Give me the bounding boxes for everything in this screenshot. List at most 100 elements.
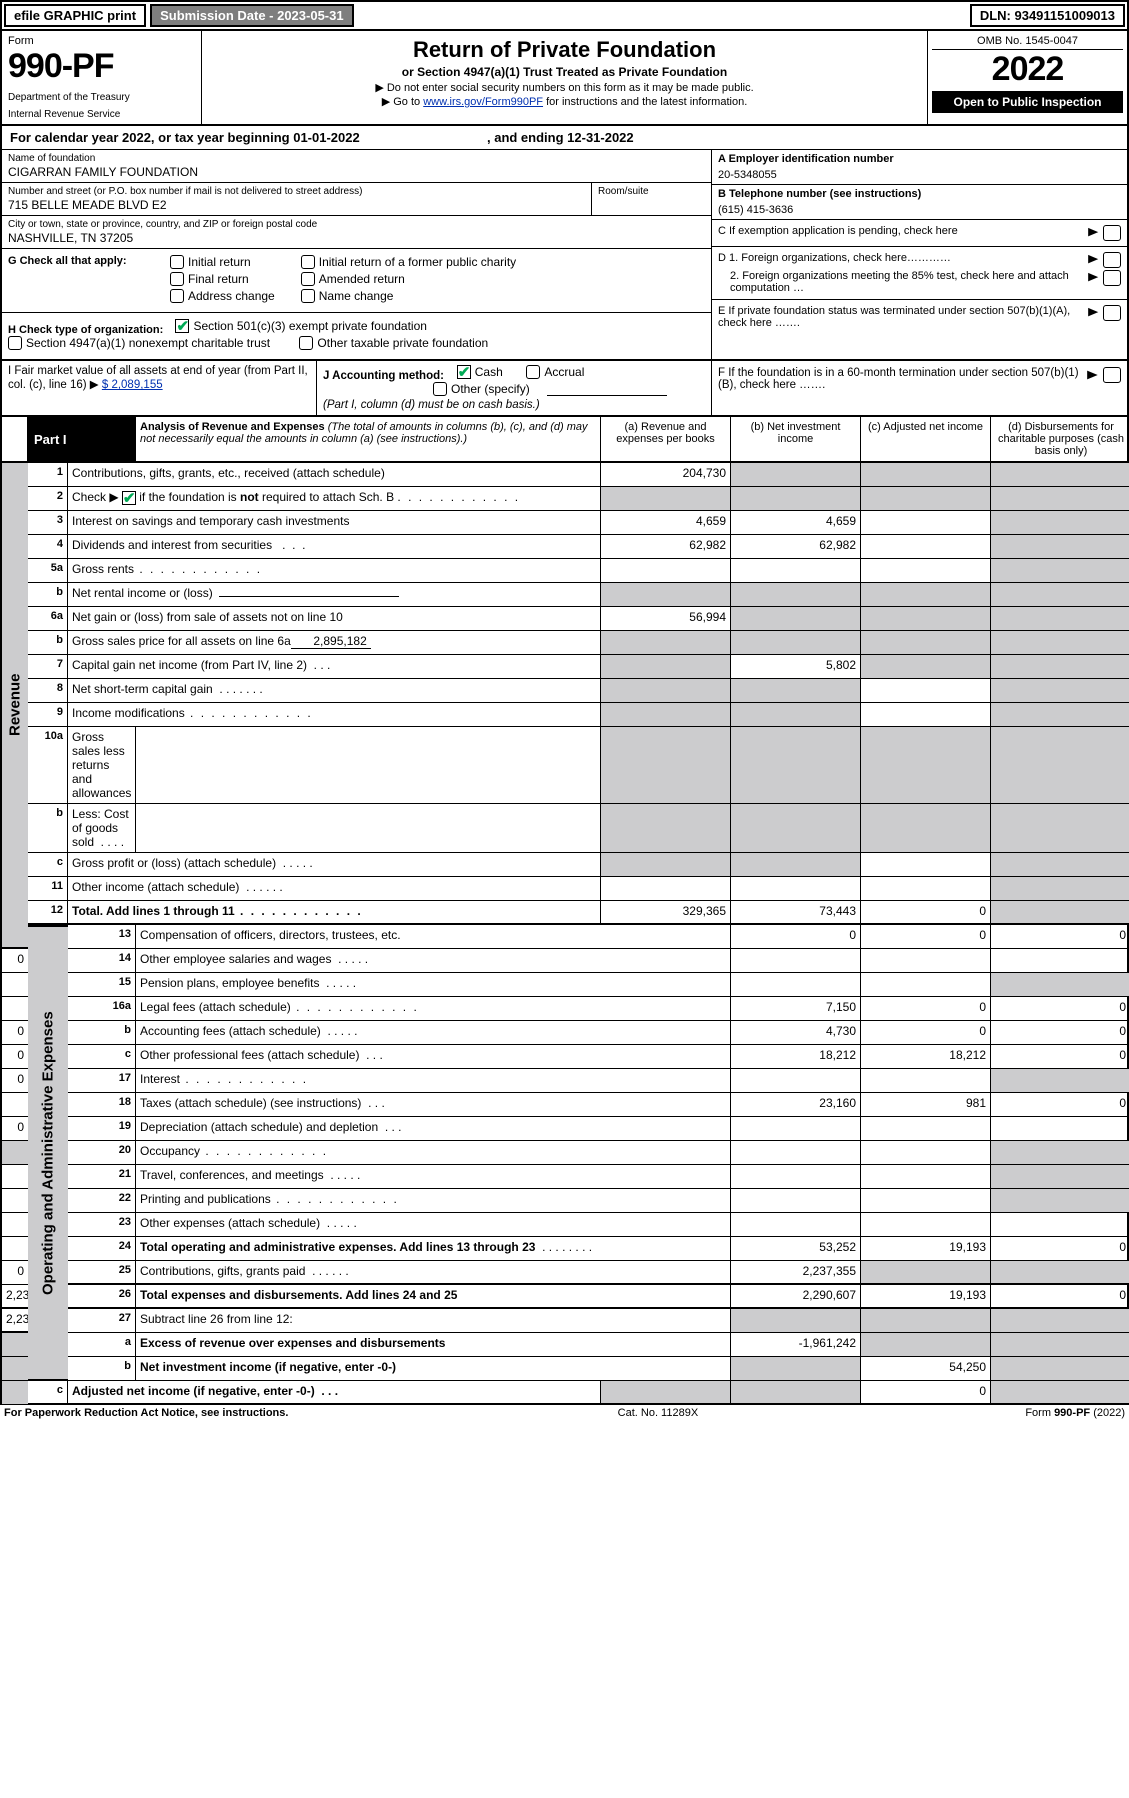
dln-box: DLN: 93491151009013 [970, 4, 1125, 27]
form-header: Form 990-PF Department of the Treasury I… [0, 31, 1129, 126]
part1-header: Part I Analysis of Revenue and Expenses … [0, 417, 1129, 463]
i-value[interactable]: $ 2,089,155 [102, 379, 163, 391]
chk-other-tax[interactable] [299, 336, 313, 350]
ijf-section: I Fair market value of all assets at end… [0, 361, 1129, 417]
r3-d: Interest on savings and temporary cash i… [68, 511, 601, 535]
chk-amended[interactable] [301, 272, 315, 286]
irs-link[interactable]: www.irs.gov/Form990PF [423, 96, 543, 108]
chk-4947[interactable] [8, 336, 22, 350]
r20-n: 20 [68, 1141, 136, 1165]
form-word: Form [8, 35, 195, 47]
r5b-d: Net rental income or (loss) [68, 583, 601, 607]
r13-d2: 0 [2, 949, 28, 973]
r24-d: Total operating and administrative expen… [136, 1237, 731, 1261]
chk-initial[interactable] [170, 255, 184, 269]
main-title: Return of Private Foundation [212, 37, 917, 63]
r7-b: 5,802 [731, 655, 861, 679]
r7-d: Capital gain net income (from Part IV, l… [68, 655, 601, 679]
part1-table: Revenue 1 Contributions, gifts, grants, … [0, 463, 1129, 1405]
r16c-a: 18,212 [731, 1045, 861, 1069]
foundation-name: CIGARRAN FAMILY FOUNDATION [8, 165, 705, 179]
h-label: H Check type of organization: [8, 324, 163, 336]
r9-n: 9 [28, 703, 68, 727]
cal-year-a: For calendar year 2022, or tax year begi… [10, 130, 360, 145]
col-b-head: (b) Net investment income [731, 417, 861, 461]
chk-final[interactable] [170, 272, 184, 286]
open-to-public: Open to Public Inspection [932, 91, 1123, 113]
r16b-b: 0 [861, 1021, 991, 1045]
r6a-a: 56,994 [601, 607, 731, 631]
r22-n: 22 [68, 1189, 136, 1213]
r1-d: Contributions, gifts, grants, etc., rece… [68, 463, 601, 487]
omb-number: OMB No. 1545-0047 [932, 35, 1123, 50]
r25-n: 25 [68, 1261, 136, 1285]
city-label: City or town, state or province, country… [8, 219, 705, 230]
r21-n: 21 [68, 1165, 136, 1189]
r16a-b: 0 [861, 997, 991, 1021]
name-label: Name of foundation [8, 153, 705, 164]
g-amended: Amended return [319, 272, 405, 286]
r27c-c: 0 [861, 1381, 991, 1405]
r4-n: 4 [28, 535, 68, 559]
chk-other-acct[interactable] [433, 382, 447, 396]
chk-name[interactable] [301, 289, 315, 303]
chk-f[interactable] [1103, 367, 1121, 383]
r15-d: Pension plans, employee benefits . . . .… [136, 973, 731, 997]
r7-n: 7 [28, 655, 68, 679]
r3-a: 4,659 [601, 511, 731, 535]
r21-d: Travel, conferences, and meetings . . . … [136, 1165, 731, 1189]
chk-d1[interactable] [1103, 252, 1121, 268]
g-address: Address change [188, 289, 275, 303]
chk-schb[interactable] [122, 491, 136, 505]
r16a-d: Legal fees (attach schedule) [136, 997, 731, 1021]
r16c-b: 18,212 [861, 1045, 991, 1069]
g-section: G Check all that apply: Initial return F… [2, 249, 711, 313]
r10b-n: b [28, 804, 68, 853]
expenses-label: Operating and Administrative Expenses [28, 925, 68, 1381]
r16a-c: 0 [991, 997, 1129, 1021]
arrow-icon: ▶ [1088, 225, 1098, 238]
r12-b: 73,443 [731, 901, 861, 925]
r6a-d: Net gain or (loss) from sale of assets n… [68, 607, 601, 631]
r27-d: Subtract line 26 from line 12: [136, 1309, 731, 1333]
chk-address[interactable] [170, 289, 184, 303]
j-other: Other (specify) [451, 382, 530, 396]
part1-tag: Part I [28, 417, 136, 461]
form-number: 990-PF [8, 47, 195, 86]
chk-d2[interactable] [1103, 270, 1121, 286]
r27b-n: b [68, 1357, 136, 1381]
j-note: (Part I, column (d) must be on cash basi… [323, 399, 540, 411]
r18-c: 0 [991, 1093, 1129, 1117]
r2-n: 2 [28, 487, 68, 511]
r11-n: 11 [28, 877, 68, 901]
r10c-d: Gross profit or (loss) (attach schedule)… [68, 853, 601, 877]
r24-d2: 0 [2, 1261, 28, 1285]
chk-cash[interactable] [457, 365, 471, 379]
r26-c: 0 [991, 1285, 1129, 1309]
r3-n: 3 [28, 511, 68, 535]
cal-year-b: , and ending 12-31-2022 [487, 130, 634, 145]
r16c-d: Other professional fees (attach schedule… [136, 1045, 731, 1069]
chk-initial-former[interactable] [301, 255, 315, 269]
instr-goto-a: ▶ Go to [382, 96, 423, 108]
r24-n: 24 [68, 1237, 136, 1261]
r12-n: 12 [28, 901, 68, 925]
r16a-d2: 0 [2, 1021, 28, 1045]
city-value: NASHVILLE, TN 37205 [8, 231, 705, 245]
r12-d: Total. Add lines 1 through 11 [68, 901, 601, 925]
r19-n: 19 [68, 1117, 136, 1141]
efile-button[interactable]: efile GRAPHIC print [4, 4, 146, 27]
r10c-n: c [28, 853, 68, 877]
chk-accrual[interactable] [526, 365, 540, 379]
chk-c[interactable] [1103, 225, 1121, 241]
r16a-n: 16a [68, 997, 136, 1021]
chk-501c3[interactable] [175, 319, 189, 333]
r18-n: 18 [68, 1093, 136, 1117]
chk-e[interactable] [1103, 305, 1121, 321]
r27b-b: 54,250 [861, 1357, 991, 1381]
r14-d: Other employee salaries and wages . . . … [136, 949, 731, 973]
r27a-n: a [68, 1333, 136, 1357]
r23-d: Other expenses (attach schedule) . . . .… [136, 1213, 731, 1237]
r27b-d: Net investment income (if negative, ente… [136, 1357, 731, 1381]
j-label: J Accounting method: [323, 370, 444, 382]
